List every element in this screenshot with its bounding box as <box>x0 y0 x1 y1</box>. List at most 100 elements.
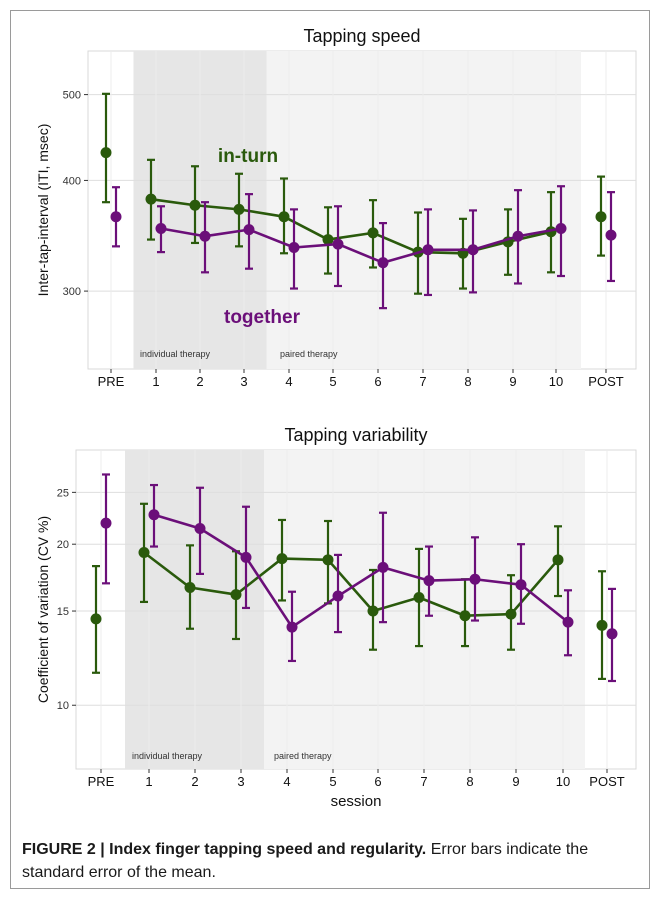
region-label: individual therapy <box>132 751 203 761</box>
series-line <box>150 197 552 255</box>
data-point <box>110 211 122 223</box>
data-point <box>145 193 157 205</box>
data-point <box>467 244 479 256</box>
series-annotation-together: together <box>224 307 301 328</box>
x-tick-label: 8 <box>464 374 471 389</box>
y-tick-label: 300 <box>63 286 81 298</box>
series-in-turn <box>100 92 607 295</box>
series-line <box>160 227 562 264</box>
x-tick-label: 4 <box>283 774 290 789</box>
data-point <box>552 554 564 566</box>
data-point <box>605 229 617 241</box>
y-tick-label: 25 <box>57 487 69 499</box>
x-tick-label: 7 <box>419 374 426 389</box>
y-axis-label: Inter-tap-interval (ITI, msec) <box>35 124 51 297</box>
chart-tapping-variability: individual therapy paired therapy Tapping … <box>35 425 637 810</box>
x-tick-label: 3 <box>237 774 244 789</box>
data-point <box>512 230 524 242</box>
data-point <box>423 575 435 587</box>
x-tick-label: 6 <box>374 374 381 389</box>
x-tick-label: 7 <box>420 774 427 789</box>
data-point <box>148 509 160 521</box>
x-tick-label: 2 <box>196 374 203 389</box>
series-annotation-in-turn: in-turn <box>218 146 278 167</box>
x-tick-label: POST <box>588 374 623 389</box>
data-point <box>100 147 112 159</box>
caption-label: FIGURE 2 | Index finger tapping speed an… <box>22 841 427 858</box>
y-tick-label: 15 <box>57 606 69 618</box>
data-point <box>184 581 196 593</box>
data-point <box>155 223 167 235</box>
data-point <box>459 610 471 622</box>
x-tick-label: 6 <box>374 774 381 789</box>
data-point <box>322 554 334 566</box>
x-tick-label: 10 <box>556 774 570 789</box>
y-axis-label: Coefficient of variation (CV %) <box>35 516 51 703</box>
data-point <box>367 227 379 239</box>
y-tick-label: 500 <box>63 90 81 102</box>
data-point <box>288 242 300 254</box>
figure-frame <box>10 10 650 889</box>
data-point <box>367 605 379 617</box>
x-tick-label: 5 <box>329 374 336 389</box>
chart-tapping-speed: individual therapy paired therapy Tapping … <box>35 26 637 389</box>
data-point <box>240 551 252 563</box>
series-line <box>153 513 569 629</box>
chart-title: Tapping speed <box>303 26 420 46</box>
y-tick-label: 400 <box>63 175 81 187</box>
y-tick-label: 20 <box>57 539 69 551</box>
x-tick-label: PRE <box>98 374 125 389</box>
y-tick-label: 10 <box>57 700 69 712</box>
data-point <box>469 573 481 585</box>
data-point <box>322 234 334 246</box>
data-point <box>243 224 255 236</box>
data-point <box>199 230 211 242</box>
region-band-paired <box>266 51 581 369</box>
data-point <box>596 619 608 631</box>
x-tick-label: 1 <box>145 774 152 789</box>
x-tick-label: 2 <box>191 774 198 789</box>
series-together <box>110 185 617 310</box>
data-point <box>138 546 150 558</box>
region-label: paired therapy <box>280 349 338 359</box>
data-point <box>562 616 574 628</box>
data-point <box>332 590 344 602</box>
series-line <box>143 551 559 618</box>
caption-text: Error bars indicate the standard error o… <box>22 841 589 881</box>
data-point <box>189 199 201 211</box>
data-point <box>230 589 242 601</box>
x-tick-label: 9 <box>512 774 519 789</box>
data-point <box>413 592 425 604</box>
region-label: individual therapy <box>140 349 211 359</box>
data-point <box>377 257 389 269</box>
x-tick-label: 1 <box>152 374 159 389</box>
data-point <box>194 522 206 534</box>
x-tick-label: 3 <box>240 374 247 389</box>
data-point <box>278 211 290 223</box>
data-point <box>377 561 389 573</box>
data-point <box>555 223 567 235</box>
x-axis-label: session <box>331 793 382 810</box>
data-point <box>286 621 298 633</box>
chart-title: Tapping variability <box>284 425 427 445</box>
data-point <box>233 203 245 215</box>
data-point <box>100 517 112 529</box>
data-point <box>276 553 288 565</box>
x-tick-label: PRE <box>88 774 115 789</box>
x-tick-label: 9 <box>509 374 516 389</box>
region-label: paired therapy <box>274 751 332 761</box>
data-point <box>606 628 618 640</box>
x-tick-label: 10 <box>549 374 563 389</box>
series-in-turn <box>90 502 608 681</box>
data-point <box>90 613 102 625</box>
series-together <box>100 473 618 683</box>
data-point <box>332 238 344 250</box>
data-point <box>422 244 434 256</box>
x-tick-label: 8 <box>466 774 473 789</box>
x-tick-label: 5 <box>329 774 336 789</box>
figure-caption: FIGURE 2 | Index finger tapping speed an… <box>22 838 644 884</box>
x-tick-label: 4 <box>285 374 292 389</box>
data-point <box>595 211 607 223</box>
data-point <box>505 608 517 620</box>
